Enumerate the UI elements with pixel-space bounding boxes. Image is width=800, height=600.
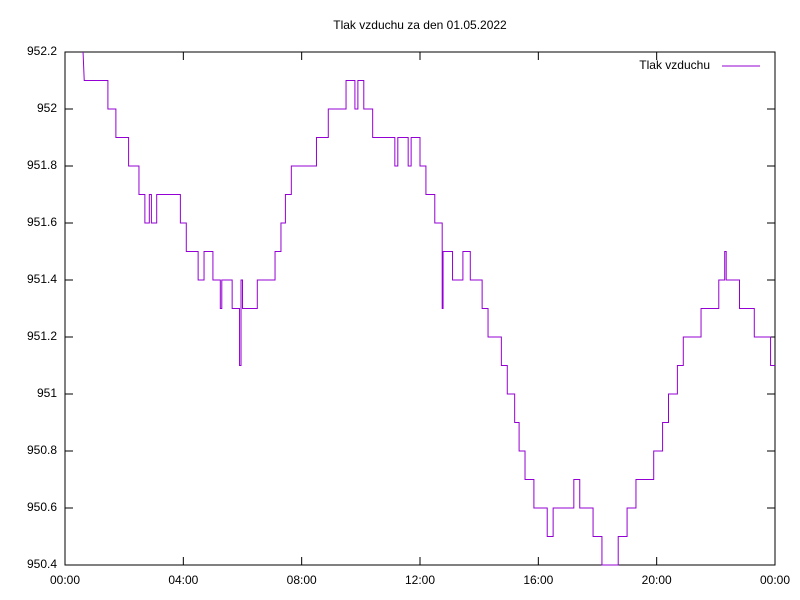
- y-tick-label: 951: [37, 386, 57, 400]
- x-tick-label: 16:00: [523, 573, 553, 587]
- y-tick-label: 951.6: [27, 215, 57, 229]
- legend-label: Tlak vzduchu: [639, 58, 710, 72]
- chart-title: Tlak vzduchu za den 01.05.2022: [333, 18, 507, 32]
- x-tick-label: 04:00: [168, 573, 198, 587]
- y-tick-label: 950.4: [27, 557, 57, 571]
- y-tick-label: 950.8: [27, 443, 57, 457]
- y-tick-label: 951.4: [27, 272, 57, 286]
- x-tick-label: 00:00: [50, 573, 80, 587]
- x-tick-label: 08:00: [287, 573, 317, 587]
- plot-frame: [64, 51, 776, 566]
- y-tick-label: 952.2: [27, 44, 57, 58]
- data-line: [82, 51, 775, 566]
- y-tick-label: 950.6: [27, 500, 57, 514]
- y-tick-label: 952: [37, 101, 57, 115]
- y-tick-label: 951.8: [27, 158, 57, 172]
- x-tick-label: 20:00: [642, 573, 672, 587]
- x-tick-label: 12:00: [405, 573, 435, 587]
- x-tick-label: 00:00: [760, 573, 790, 587]
- y-tick-label: 951.2: [27, 329, 57, 343]
